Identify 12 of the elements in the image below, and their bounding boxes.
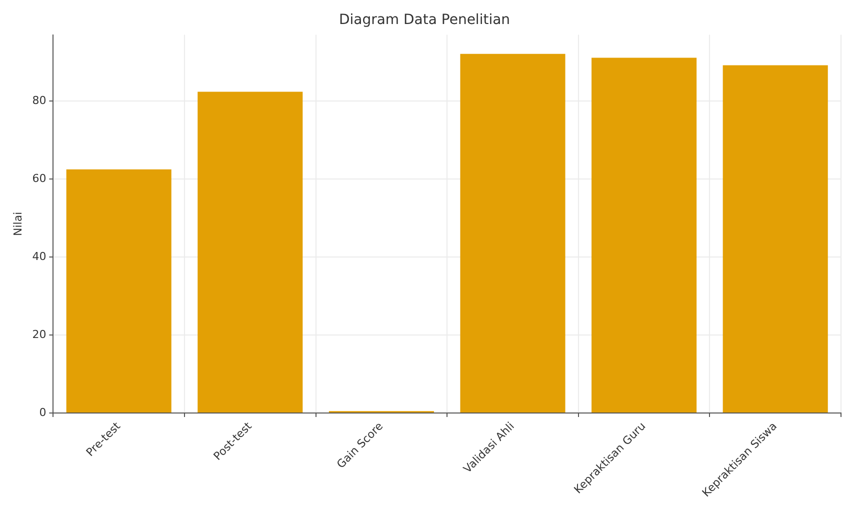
bar xyxy=(66,169,172,413)
y-tick-label: 80 xyxy=(32,94,46,107)
y-tick-label: 20 xyxy=(32,328,46,341)
bar xyxy=(460,54,566,413)
y-tick-label: 0 xyxy=(39,406,46,419)
bar xyxy=(198,92,303,413)
y-tick-label: 40 xyxy=(32,250,46,263)
y-tick-label: 60 xyxy=(32,172,46,185)
y-axis-title: Nilai xyxy=(11,212,24,236)
bar xyxy=(722,65,828,413)
chart-title: Diagram Data Penelitian xyxy=(338,12,510,28)
bar xyxy=(592,58,697,413)
